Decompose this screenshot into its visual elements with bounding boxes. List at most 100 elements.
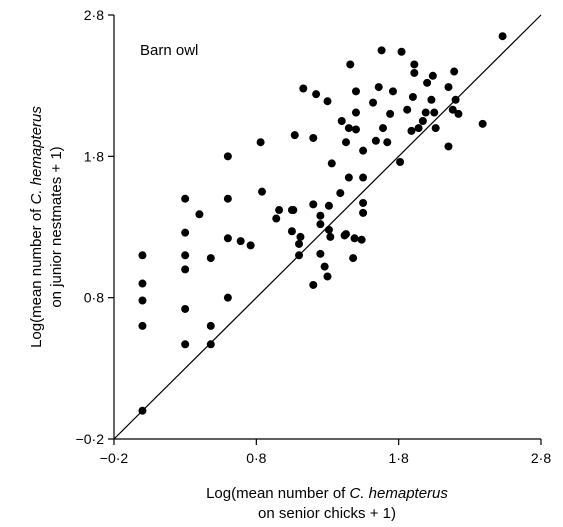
data-point (206, 254, 215, 263)
data-points (138, 32, 507, 415)
data-point (195, 210, 204, 219)
ticks: −0·2 0·8 1·8 2·8 −0·2 0·8 1·8 2·8 (76, 7, 552, 466)
x-axis-title-line2: on senior chicks + 1) (258, 505, 396, 522)
data-point (246, 241, 255, 250)
data-point (324, 225, 333, 234)
data-point (344, 124, 353, 133)
data-point (296, 232, 305, 241)
data-point (344, 173, 353, 182)
data-point (181, 265, 190, 274)
data-point (181, 228, 190, 237)
data-point (478, 119, 487, 128)
data-point (431, 124, 440, 133)
data-point (320, 262, 329, 271)
data-point (309, 280, 318, 289)
data-point (336, 189, 345, 198)
data-point (236, 237, 245, 246)
data-point (206, 340, 215, 349)
data-point (448, 105, 457, 114)
data-point (316, 249, 325, 258)
data-point (138, 279, 147, 288)
data-point (275, 206, 284, 215)
data-point (418, 117, 427, 125)
data-point (324, 201, 333, 210)
y-tick-label: −0·2 (76, 431, 105, 447)
data-point (430, 108, 439, 117)
data-point (351, 87, 360, 96)
y-tick-label: 0·8 (84, 290, 104, 306)
data-point (323, 97, 332, 106)
data-point (454, 109, 463, 118)
data-point (444, 142, 453, 151)
data-point (414, 124, 423, 133)
x-tick-label: −0·2 (100, 450, 129, 466)
data-point (410, 68, 419, 77)
data-point (450, 67, 459, 76)
data-point (346, 60, 355, 69)
data-point (408, 92, 417, 101)
data-point (256, 138, 265, 147)
data-point (258, 187, 267, 196)
axes (113, 15, 541, 440)
data-point (287, 227, 296, 236)
x-axis-title-line1: Log(mean number of C. hemapterus (206, 485, 448, 502)
data-point (427, 95, 436, 104)
y-axis-title: Log(mean number of C. hemapterus on juni… (28, 106, 65, 348)
data-point (351, 108, 360, 117)
y-axis-title-line2: on junior nestmates + 1) (48, 146, 65, 307)
data-point (342, 230, 351, 239)
data-point (181, 304, 190, 313)
data-point (327, 159, 336, 168)
data-point (223, 194, 232, 203)
data-point (374, 83, 383, 92)
data-point (421, 108, 430, 117)
y-tick-label: 1·8 (84, 148, 104, 164)
data-point (223, 152, 232, 161)
x-tick-label: 1·8 (389, 450, 409, 466)
data-point (377, 46, 386, 55)
data-point (403, 105, 412, 114)
data-point (138, 321, 147, 330)
data-point (316, 220, 325, 229)
data-point (299, 84, 308, 93)
data-point (323, 272, 332, 281)
data-point (423, 78, 432, 87)
data-point (359, 198, 368, 207)
data-point (397, 47, 406, 56)
data-point (337, 117, 346, 125)
data-point (316, 211, 325, 220)
data-point (138, 406, 147, 415)
data-point (386, 109, 395, 118)
data-point (359, 208, 368, 217)
data-point (451, 95, 460, 104)
data-point (181, 251, 190, 260)
data-point (388, 87, 397, 96)
data-point (396, 157, 405, 166)
data-point (312, 90, 321, 99)
data-point (444, 83, 453, 92)
data-point (181, 194, 190, 203)
data-point (223, 293, 232, 302)
data-point (359, 173, 368, 182)
y-tick-label: 2·8 (84, 7, 104, 23)
data-point (379, 124, 388, 133)
data-point (290, 131, 299, 140)
data-point (138, 251, 147, 260)
data-point (383, 138, 392, 147)
data-point (138, 296, 147, 305)
data-point (357, 235, 366, 244)
data-point (326, 232, 335, 241)
data-point (309, 133, 318, 142)
data-point (407, 126, 416, 135)
data-point (410, 60, 419, 69)
data-point (223, 234, 232, 243)
data-point (359, 146, 368, 155)
data-point (349, 254, 358, 263)
data-point (181, 340, 190, 349)
annotation-barn-owl: Barn owl (140, 42, 198, 59)
data-point (428, 71, 437, 80)
data-point (351, 125, 360, 134)
data-point (342, 138, 351, 147)
data-point (289, 206, 298, 215)
data-point (295, 251, 304, 260)
